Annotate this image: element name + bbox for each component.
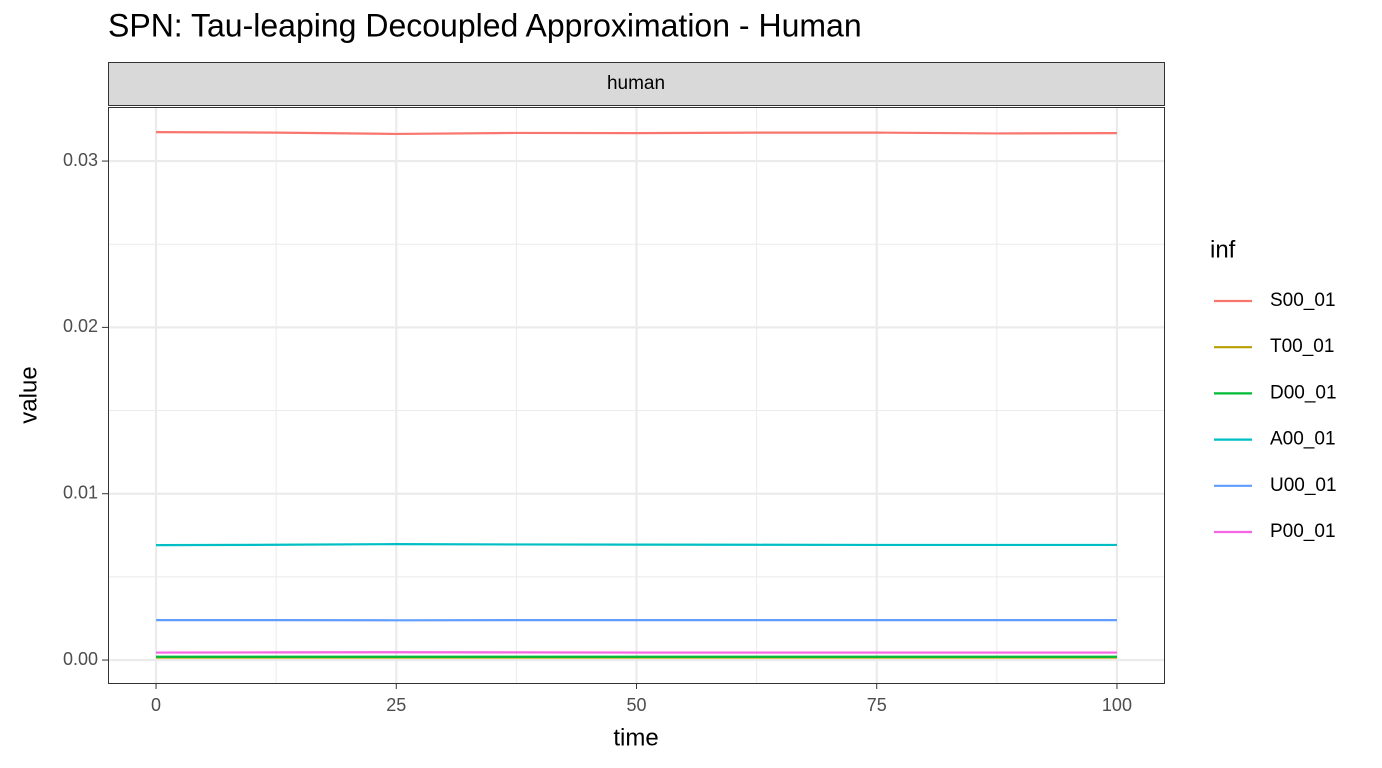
y-tick-label: 0.03 — [63, 150, 98, 170]
y-axis-title: value — [15, 366, 42, 423]
x-tick-label: 50 — [626, 695, 646, 715]
y-tick-label: 0.02 — [63, 316, 98, 336]
x-axis-title: time — [613, 724, 658, 751]
y-tick-label: 0.00 — [63, 649, 98, 669]
chart-title: SPN: Tau-leaping Decoupled Approximation… — [108, 7, 862, 43]
legend-title: inf — [1210, 236, 1236, 263]
legend-label: S00_01 — [1270, 290, 1336, 311]
x-tick-label: 100 — [1102, 695, 1132, 715]
x-tick-label: 0 — [151, 695, 161, 715]
facet-label: human — [607, 73, 665, 94]
grid — [108, 107, 1165, 683]
legend-label: T00_01 — [1270, 336, 1334, 357]
series-line — [156, 131, 1117, 136]
legend-label: D00_01 — [1270, 382, 1337, 403]
x-tick-label: 75 — [867, 695, 887, 715]
legend-label: P00_01 — [1270, 521, 1336, 542]
series-line — [156, 543, 1117, 547]
legend-label: U00_01 — [1270, 475, 1337, 496]
plot-area — [156, 131, 1117, 659]
y-tick-label: 0.01 — [63, 482, 98, 502]
legend-label: A00_01 — [1270, 429, 1336, 450]
x-tick-label: 25 — [386, 695, 406, 715]
facet-strip — [108, 62, 1165, 106]
